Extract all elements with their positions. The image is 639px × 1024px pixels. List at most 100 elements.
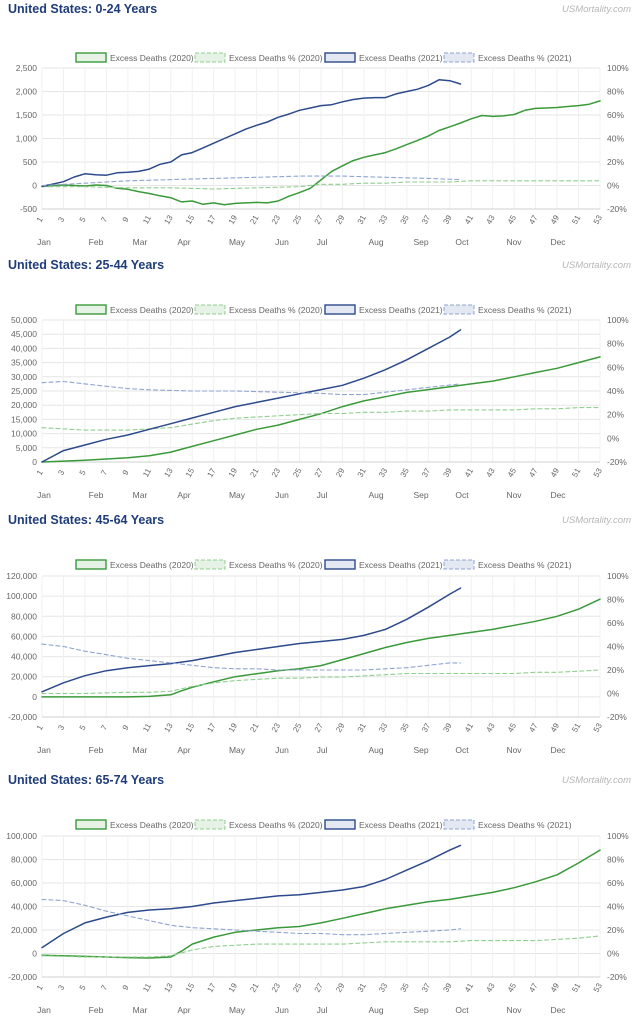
series-line-excess-deaths-2020 xyxy=(41,356,601,463)
series-line-excess-deaths-2021 xyxy=(41,844,462,949)
y-tick-label: 100,000 xyxy=(6,831,37,841)
month-label: May xyxy=(229,745,246,755)
chart-title: United States: 25-44 Years xyxy=(8,258,165,272)
x-tick-label: 41 xyxy=(463,981,476,994)
legend-label: Excess Deaths (2021) xyxy=(359,820,443,830)
month-label: Dec xyxy=(550,237,566,247)
site-brand: USMortality.com xyxy=(562,260,631,271)
x-tick-label: 31 xyxy=(356,213,369,226)
legend-label: Excess Deaths % (2020) xyxy=(229,53,323,63)
x-tick-label: 1 xyxy=(35,983,45,992)
y-tick-label: -20,000 xyxy=(8,712,37,722)
x-tick-label: 51 xyxy=(570,466,583,479)
y2-tick-label: 60% xyxy=(607,110,624,120)
x-tick-label: 19 xyxy=(227,213,240,226)
legend-swatch xyxy=(324,819,356,830)
y-tick-label: 60,000 xyxy=(11,631,37,641)
y-tick-label: 100,000 xyxy=(6,591,37,601)
y2-tick-label: 40% xyxy=(607,134,624,144)
legend-swatch xyxy=(324,559,356,570)
y-tick-label: 500 xyxy=(23,157,37,167)
x-tick-label: 27 xyxy=(313,466,326,479)
x-tick-label: 35 xyxy=(399,213,412,226)
y-tick-label: 2,500 xyxy=(16,63,38,73)
x-tick-label: 3 xyxy=(56,983,66,992)
x-tick-label: 37 xyxy=(420,466,433,479)
y2-tick-label: 60% xyxy=(607,878,624,888)
x-tick-label: 11 xyxy=(141,721,153,733)
x-tick-label: 31 xyxy=(356,721,369,734)
x-tick-label: 27 xyxy=(313,721,326,734)
month-label: Mar xyxy=(133,1005,148,1015)
x-tick-label: 13 xyxy=(162,466,175,479)
y2-tick-label: -20% xyxy=(607,712,627,722)
month-label: Mar xyxy=(133,490,148,500)
month-label: Jan xyxy=(37,237,51,247)
month-label: Sep xyxy=(413,1005,428,1015)
x-tick-label: 3 xyxy=(56,723,66,732)
x-tick-label: 51 xyxy=(570,213,583,226)
series-line-excess-deaths-2021 xyxy=(41,380,462,396)
y2-tick-label: -20% xyxy=(607,457,627,467)
x-tick-label: 53 xyxy=(592,466,605,479)
x-tick-label: 15 xyxy=(184,721,197,734)
x-tick-label: 51 xyxy=(570,981,583,994)
x-tick-label: 9 xyxy=(121,723,131,732)
y-tick-label: 1,000 xyxy=(16,134,38,144)
legend-swatch xyxy=(194,304,226,315)
x-tick-label: 23 xyxy=(270,466,283,479)
y2-tick-label: 40% xyxy=(607,386,624,396)
y-tick-label: 80,000 xyxy=(11,611,37,621)
y-tick-label: 40,000 xyxy=(11,902,37,912)
x-tick-label: 21 xyxy=(248,213,261,226)
x-tick-label: 29 xyxy=(334,466,347,479)
x-tick-label: 33 xyxy=(377,981,390,994)
legend-swatch xyxy=(443,304,475,315)
month-label: Jan xyxy=(37,745,51,755)
legend-swatch xyxy=(324,52,356,63)
y-tick-label: 0 xyxy=(32,457,37,467)
x-tick-label: 27 xyxy=(313,981,326,994)
x-tick-label: 7 xyxy=(99,723,109,732)
month-label: Aug xyxy=(368,237,383,247)
x-tick-label: 5 xyxy=(78,215,88,224)
x-tick-label: 1 xyxy=(35,215,45,224)
x-tick-label: 39 xyxy=(441,721,454,734)
y2-tick-label: -20% xyxy=(607,204,627,214)
x-tick-label: 43 xyxy=(484,466,497,479)
x-tick-label: 41 xyxy=(463,466,476,479)
legend-label: Excess Deaths % (2020) xyxy=(229,820,323,830)
x-tick-label: 43 xyxy=(484,721,497,734)
x-tick-label: 29 xyxy=(334,721,347,734)
line-chart-0-24: 2,500 2,000 1,500 1,000 500 0 -500 100% 80% 60% 40… xyxy=(16,52,629,247)
x-tick-label: 45 xyxy=(506,213,519,226)
x-tick-label: 45 xyxy=(506,466,519,479)
series-line-excess-deaths-2020 xyxy=(41,669,601,695)
y2-tick-label: 60% xyxy=(607,362,624,372)
x-tick-label: 11 xyxy=(141,466,153,478)
y-tick-label: 20,000 xyxy=(11,925,37,935)
line-chart-65-74: 100,00080,00060,00040,00020,0000-20,0001… xyxy=(6,819,629,1015)
y-tick-label: 1,500 xyxy=(16,110,38,120)
x-tick-label: 33 xyxy=(377,466,390,479)
legend-label: Excess Deaths (2021) xyxy=(359,560,443,570)
legend-swatch xyxy=(75,304,107,315)
y-tick-label: 40,000 xyxy=(11,652,37,662)
month-label: Aug xyxy=(368,490,383,500)
month-label: Nov xyxy=(506,1005,522,1015)
y2-tick-label: -20% xyxy=(607,972,627,982)
month-label: Mar xyxy=(133,745,148,755)
x-tick-label: 53 xyxy=(592,213,605,226)
month-label: Jun xyxy=(275,237,289,247)
y-tick-label: 0 xyxy=(32,692,37,702)
month-label: Sep xyxy=(413,490,428,500)
legend-swatch xyxy=(443,52,475,63)
legend-swatch xyxy=(75,819,107,830)
x-tick-label: 29 xyxy=(334,981,347,994)
month-label: Dec xyxy=(550,745,566,755)
y-tick-label: 35,000 xyxy=(11,358,37,368)
x-tick-label: 31 xyxy=(356,981,369,994)
chart-panel-65-74: United States: 65-74 Years USMortality.c… xyxy=(0,771,639,1024)
x-tick-label: 49 xyxy=(549,466,562,479)
month-label: Oct xyxy=(455,745,469,755)
